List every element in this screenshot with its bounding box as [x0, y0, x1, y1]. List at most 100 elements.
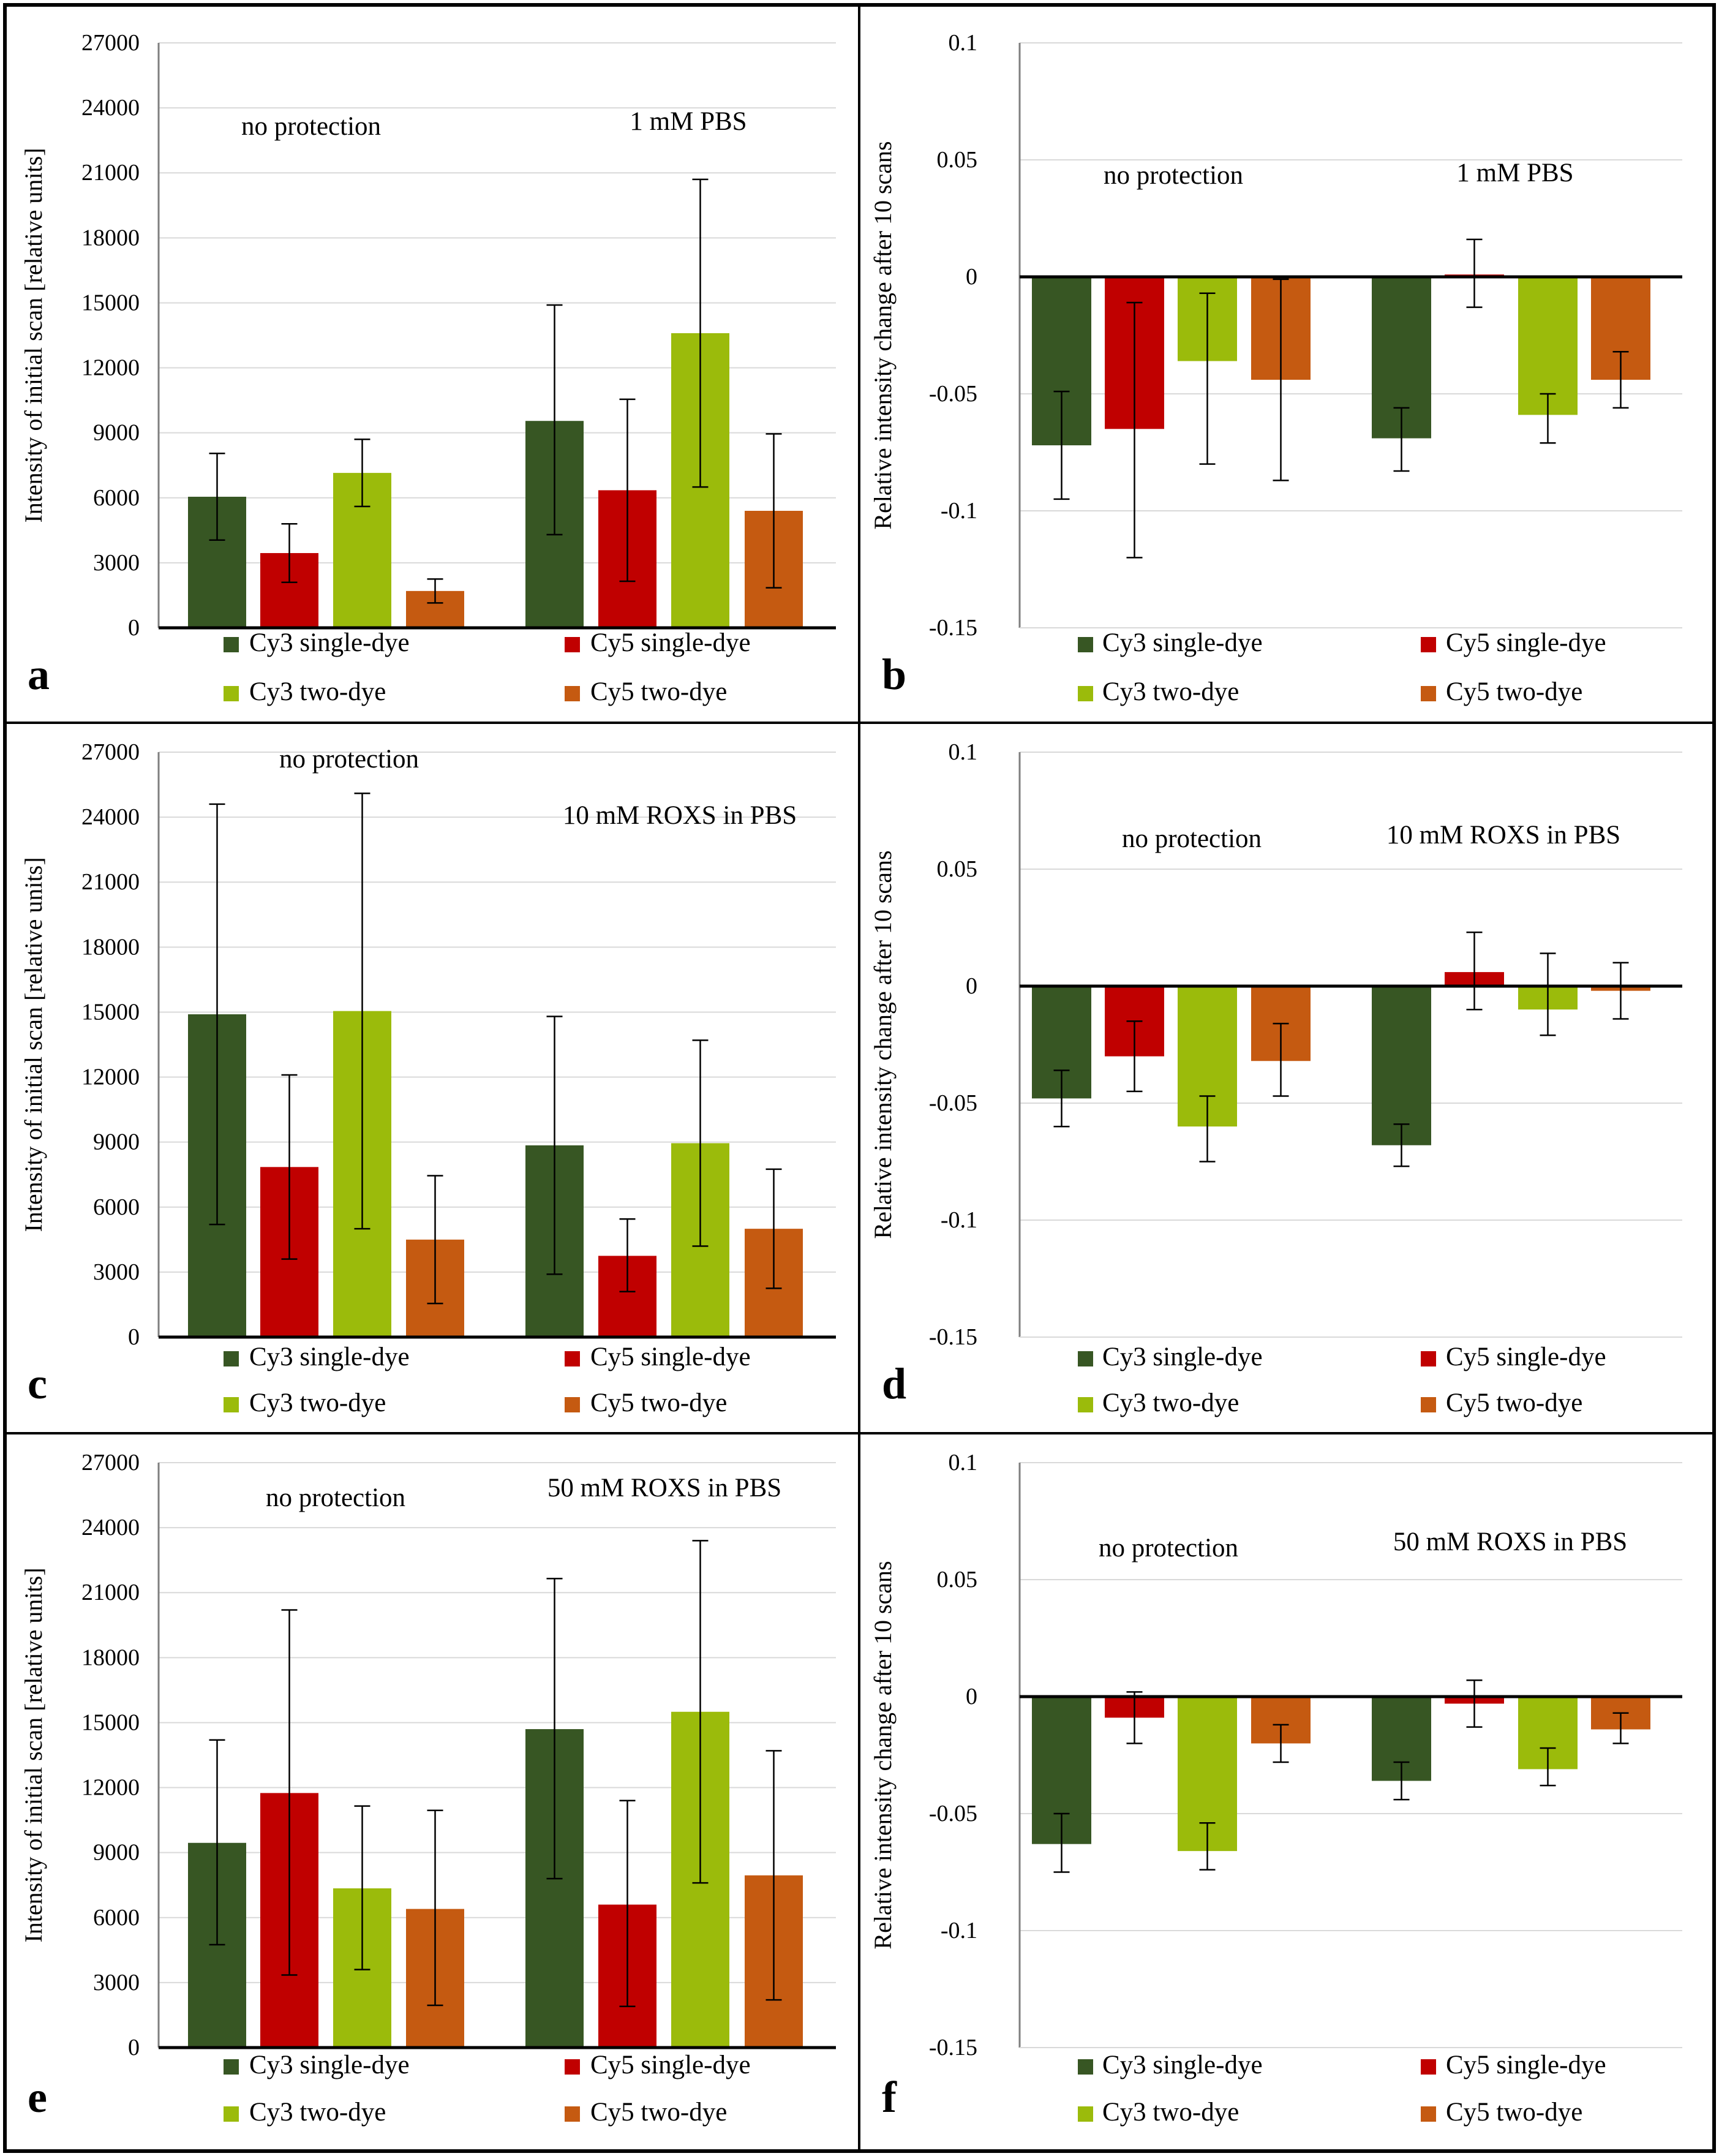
- legend-label: Cy5 two-dye: [590, 2098, 727, 2127]
- y-axis-label: Intensity of initial scan [relative unit…: [20, 857, 47, 1232]
- y-tick-label: 6000: [93, 1194, 140, 1220]
- y-tick-label: -0.15: [929, 615, 977, 641]
- legend-swatch: [1421, 1397, 1436, 1412]
- y-tick-label: 18000: [81, 934, 140, 960]
- y-axis-label: Relative intensity change after 10 scans: [869, 1561, 897, 1949]
- y-tick-label: 3000: [93, 1259, 140, 1285]
- legend-label: Cy5 two-dye: [1446, 1389, 1582, 1417]
- y-tick-label: 0.05: [937, 1567, 978, 1593]
- legend-swatch: [224, 2059, 239, 2075]
- panel-letter: b: [882, 650, 906, 699]
- legend-swatch: [1421, 686, 1436, 701]
- category-label: 50 mM ROXS in PBS: [547, 1474, 781, 1502]
- category-label: 1 mM PBS: [1456, 159, 1573, 187]
- category-label: no protection: [1104, 161, 1243, 190]
- y-axis-label: Relative intensity change after 10 scans: [869, 850, 897, 1238]
- legend-swatch: [1421, 2059, 1436, 2075]
- chart-panel-a: 0 3000 6000 9000 12000 15000 18000 21000 24000 27…: [20, 30, 836, 706]
- legend-label: Cy5 single-dye: [1446, 2051, 1606, 2079]
- chart-panel-b: -0.15 -0.1 -0.05 0 0.05 0.1 Relative intensity…: [869, 30, 1682, 706]
- legend-label: Cy5 single-dye: [590, 1343, 751, 1371]
- legend-label: Cy5 two-dye: [1446, 2098, 1582, 2127]
- legend-label: Cy5 two-dye: [590, 677, 727, 706]
- y-tick-label: 0: [966, 264, 977, 290]
- panel-letter: c: [28, 1359, 47, 1408]
- y-tick-label: -0.05: [929, 381, 977, 407]
- y-tick-label: 15000: [81, 999, 140, 1025]
- category-label: no protection: [266, 1483, 405, 1512]
- y-tick-label: 12000: [81, 355, 140, 381]
- y-tick-label: -0.1: [941, 1918, 977, 1943]
- chart-panel-e: 0 3000 6000 9000 12000 15000 18000 21000 24000 27…: [20, 1450, 836, 2127]
- legend-label: Cy5 two-dye: [1446, 677, 1582, 706]
- y-tick-label: 12000: [81, 1775, 140, 1801]
- legend-swatch: [565, 2106, 580, 2122]
- legend-swatch: [1078, 2059, 1093, 2075]
- y-tick-label: 9000: [93, 1840, 140, 1866]
- y-tick-label: -0.1: [941, 1207, 977, 1233]
- legend-swatch: [1078, 2106, 1093, 2122]
- legend-label: Cy5 single-dye: [1446, 628, 1606, 657]
- legend-label: Cy3 two-dye: [1102, 677, 1239, 706]
- y-tick-label: 21000: [81, 1580, 140, 1605]
- y-tick-label: 0.1: [949, 30, 978, 56]
- legend-swatch: [1078, 637, 1093, 652]
- chart-panel-d: -0.15 -0.1 -0.05 0 0.05 0.1 Relative intensity…: [869, 739, 1682, 1417]
- y-tick-label: 27000: [81, 30, 140, 56]
- category-label: 1 mM PBS: [630, 107, 747, 136]
- y-tick-label: 0: [966, 1684, 977, 1709]
- y-tick-label: 24000: [81, 1515, 140, 1540]
- legend-swatch: [224, 686, 239, 701]
- chart-panel-c: 0 3000 6000 9000 12000 15000 18000 21000 24000 27…: [20, 739, 836, 1417]
- legend-swatch: [224, 637, 239, 652]
- legend-swatch: [1421, 2106, 1436, 2122]
- bar: [1518, 277, 1578, 415]
- y-tick-label: 3000: [93, 1970, 140, 1996]
- legend-label: Cy3 two-dye: [249, 2098, 386, 2127]
- y-tick-label: -0.05: [929, 1801, 977, 1826]
- y-tick-label: 6000: [93, 1905, 140, 1931]
- panel-letter: a: [28, 650, 50, 699]
- y-tick-label: 0.1: [949, 1450, 978, 1476]
- y-tick-label: -0.05: [929, 1090, 977, 1116]
- y-tick-label: 0: [128, 615, 140, 641]
- legend-label: Cy3 single-dye: [249, 628, 410, 657]
- legend-label: Cy5 single-dye: [590, 2051, 751, 2079]
- y-tick-label: 15000: [81, 290, 140, 315]
- category-label: 10 mM ROXS in PBS: [1386, 821, 1620, 850]
- legend-swatch: [224, 1397, 239, 1412]
- category-label: no protection: [279, 745, 419, 774]
- legend-label: Cy3 single-dye: [1102, 628, 1263, 657]
- y-tick-label: 9000: [93, 420, 140, 446]
- legend-swatch: [224, 1351, 239, 1366]
- y-tick-label: 0: [966, 973, 977, 999]
- legend-label: Cy3 two-dye: [1102, 1389, 1239, 1417]
- category-label: 50 mM ROXS in PBS: [1393, 1528, 1627, 1556]
- legend-label: Cy3 two-dye: [249, 1389, 386, 1417]
- panel-letter: d: [882, 1359, 906, 1408]
- y-tick-label: -0.15: [929, 2035, 977, 2060]
- y-tick-label: 15000: [81, 1709, 140, 1735]
- y-tick-label: 18000: [81, 225, 140, 251]
- category-label: no protection: [1122, 824, 1262, 853]
- category-label: 10 mM ROXS in PBS: [563, 801, 797, 830]
- legend-label: Cy3 single-dye: [249, 2051, 410, 2079]
- legend-swatch: [1078, 1397, 1093, 1412]
- y-tick-label: 18000: [81, 1645, 140, 1670]
- y-axis-label: Intensity of initial scan [relative unit…: [20, 148, 47, 522]
- legend-swatch: [1078, 1351, 1093, 1366]
- y-tick-label: -0.15: [929, 1324, 977, 1350]
- legend-label: Cy3 two-dye: [249, 677, 386, 706]
- legend-label: Cy5 single-dye: [1446, 1343, 1606, 1371]
- y-tick-label: -0.1: [941, 498, 977, 524]
- legend-swatch: [565, 2059, 580, 2075]
- legend-label: Cy3 single-dye: [249, 1343, 410, 1371]
- legend-label: Cy3 two-dye: [1102, 2098, 1239, 2127]
- y-tick-label: 6000: [93, 485, 140, 511]
- legend-label: Cy5 single-dye: [590, 628, 751, 657]
- legend-label: Cy3 single-dye: [1102, 2051, 1263, 2079]
- y-axis-label: Intensity of initial scan [relative unit…: [20, 1567, 47, 1942]
- y-tick-label: 0.05: [937, 856, 978, 882]
